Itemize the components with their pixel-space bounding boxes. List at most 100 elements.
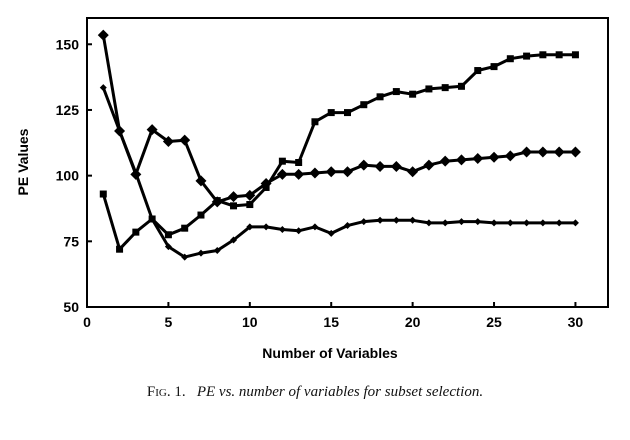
data-point	[407, 166, 419, 178]
y-tick-label: 100	[56, 168, 80, 184]
x-tick-label: 15	[323, 314, 339, 330]
data-point	[97, 29, 109, 41]
data-point	[213, 247, 221, 255]
data-point	[423, 159, 435, 171]
data-point	[392, 216, 400, 224]
x-tick-label: 25	[486, 314, 502, 330]
data-point	[521, 146, 533, 158]
data-point	[441, 219, 449, 227]
data-point	[230, 202, 238, 210]
data-point	[295, 159, 303, 166]
y-tick-label: 150	[56, 36, 80, 52]
data-point	[311, 118, 319, 126]
y-tick-label: 50	[63, 299, 79, 315]
data-point	[537, 146, 549, 158]
data-point	[181, 253, 189, 261]
data-point	[441, 84, 449, 92]
data-point	[309, 167, 321, 179]
data-point	[148, 215, 156, 223]
data-point	[132, 228, 140, 236]
data-point	[344, 222, 351, 230]
x-tick-label: 0	[83, 314, 91, 330]
data-point	[164, 243, 172, 251]
data-point	[295, 227, 303, 235]
series-2	[99, 51, 579, 253]
data-point	[228, 191, 240, 203]
caption-text: PE vs. number of variables for subset se…	[196, 384, 484, 400]
data-point	[197, 249, 205, 257]
data-point	[455, 154, 467, 166]
data-point	[327, 109, 335, 117]
data-point	[162, 135, 174, 147]
data-point	[553, 146, 565, 158]
data-point	[325, 166, 337, 178]
data-point	[539, 51, 547, 59]
data-point	[392, 88, 400, 96]
series-3	[99, 84, 579, 261]
data-point	[555, 219, 563, 227]
figure-caption: Fig. 1. PE vs. number of variables for s…	[0, 384, 630, 401]
data-point	[344, 109, 351, 117]
data-point	[425, 219, 433, 227]
data-point	[488, 151, 500, 163]
data-point	[571, 219, 579, 227]
x-tick-label: 10	[242, 314, 258, 330]
data-point	[230, 236, 238, 244]
data-point	[262, 223, 270, 231]
series-layer	[97, 29, 581, 261]
data-point	[278, 225, 286, 233]
data-point	[358, 159, 370, 171]
data-point	[195, 175, 207, 187]
data-point	[342, 166, 353, 178]
x-tick-label: 30	[568, 314, 584, 330]
data-point	[457, 218, 465, 226]
data-point	[439, 155, 451, 167]
data-point	[374, 160, 386, 172]
data-point	[555, 51, 563, 59]
data-point	[472, 153, 484, 165]
y-tick-label: 75	[63, 233, 79, 249]
tick-layer: 0 5 10 15 20 25 30 50 75 100 125 150	[56, 36, 584, 330]
data-point	[146, 124, 158, 136]
data-point	[244, 189, 256, 201]
data-point	[490, 63, 498, 71]
data-point	[197, 211, 205, 219]
data-point	[425, 85, 433, 93]
plot-frame	[86, 17, 609, 308]
data-point	[132, 169, 140, 177]
data-point	[523, 219, 531, 227]
data-point	[246, 223, 254, 231]
data-point	[213, 197, 221, 205]
data-point	[116, 245, 124, 253]
data-point	[311, 223, 319, 231]
data-point	[571, 51, 579, 59]
data-point	[490, 219, 498, 227]
data-point	[409, 216, 417, 224]
data-point	[164, 231, 172, 239]
data-point	[474, 218, 482, 226]
data-point	[116, 127, 124, 135]
data-point	[390, 160, 402, 172]
data-point	[293, 168, 305, 180]
data-point	[99, 190, 107, 198]
data-point	[99, 84, 107, 92]
figure-label: Fig. 1.	[146, 384, 186, 400]
x-axis-title: Number of Variables	[262, 345, 398, 361]
data-point	[246, 201, 254, 209]
data-point	[262, 183, 270, 191]
y-axis-title: PE Values	[15, 128, 31, 195]
data-point	[276, 168, 288, 180]
data-point	[506, 219, 514, 227]
x-tick-label: 5	[165, 314, 173, 330]
data-point	[181, 224, 189, 232]
data-point	[506, 55, 514, 63]
data-point	[327, 229, 335, 237]
data-point	[360, 101, 368, 109]
data-point	[376, 93, 384, 101]
data-point	[474, 67, 482, 75]
y-tick-label: 125	[56, 102, 80, 118]
data-point	[457, 82, 465, 90]
data-point	[539, 219, 547, 227]
data-point	[504, 150, 516, 162]
